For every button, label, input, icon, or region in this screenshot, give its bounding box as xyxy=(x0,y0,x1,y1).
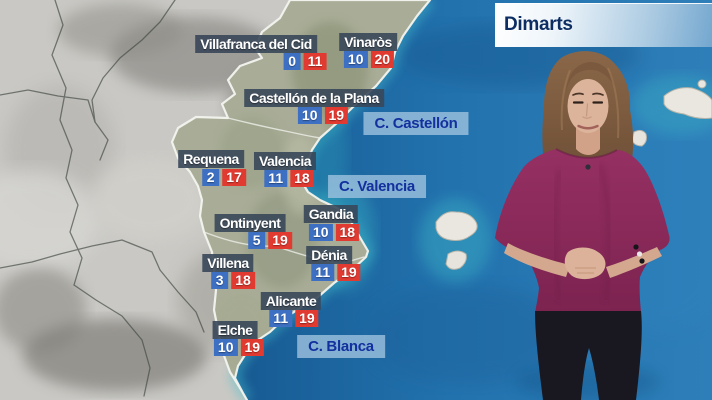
temp-min-badge: 3 xyxy=(211,272,229,289)
day-banner: Dimarts xyxy=(495,3,712,47)
city-temps-ontinyent: 5 19 xyxy=(248,232,292,249)
city-label-requena: Requena xyxy=(178,150,244,168)
temp-max-badge: 19 xyxy=(337,264,361,281)
temp-min-badge: 2 xyxy=(202,169,220,186)
city-label-denia: Dénia xyxy=(306,246,352,264)
city-temps-villena: 3 18 xyxy=(211,272,255,289)
city-label-gandia: Gandia xyxy=(303,205,359,223)
region-label-castellon: C. Castellón xyxy=(363,112,469,135)
temp-min-badge: 10 xyxy=(213,339,238,356)
islet xyxy=(631,129,647,147)
temp-max-badge: 18 xyxy=(231,272,255,289)
city-temps-denia: 11 19 xyxy=(311,264,361,281)
islands xyxy=(435,79,712,270)
temp-min-badge: 0 xyxy=(283,53,301,70)
city-temps-villafranca: 0 11 xyxy=(283,53,327,70)
city-temps-gandia: 10 18 xyxy=(308,224,360,241)
mallorca-island xyxy=(663,87,712,119)
temp-min-badge: 10 xyxy=(297,107,322,124)
city-label-villafranca: Villafranca del Cid xyxy=(195,35,317,53)
temp-min-badge: 11 xyxy=(264,170,288,187)
temp-max-badge: 19 xyxy=(324,107,349,124)
presenter-bracelet xyxy=(633,244,645,264)
ibiza-island xyxy=(435,211,478,241)
presenter-pendant xyxy=(585,164,591,170)
temp-max-badge: 18 xyxy=(290,170,314,187)
city-label-alicante: Alicante xyxy=(260,292,322,310)
presenter-face xyxy=(567,79,609,133)
region-label-valencia: C. Valencia xyxy=(328,175,426,198)
city-temps-valencia: 11 18 xyxy=(264,170,314,187)
city-temps-alicante: 11 19 xyxy=(269,310,319,327)
city-label-valencia: Valencia xyxy=(253,152,317,170)
temp-max-badge: 19 xyxy=(268,232,292,249)
temp-min-badge: 5 xyxy=(248,232,266,249)
city-label-elche: Elche xyxy=(212,321,258,339)
temp-min-badge: 10 xyxy=(308,224,333,241)
temp-max-badge: 19 xyxy=(240,339,265,356)
city-label-vinaros: Vinaròs xyxy=(339,33,397,51)
presenter xyxy=(495,51,670,400)
presenter-trousers xyxy=(535,311,642,400)
temp-min-badge: 11 xyxy=(269,310,293,327)
city-label-castellon: Castellón de la Plana xyxy=(244,89,384,107)
temp-min-badge: 10 xyxy=(343,51,368,68)
temp-max-badge: 19 xyxy=(295,310,319,327)
city-label-villena: Villena xyxy=(202,254,254,272)
temp-max-badge: 17 xyxy=(222,169,246,186)
temp-max-badge: 11 xyxy=(303,53,327,70)
city-temps-elche: 10 19 xyxy=(213,339,265,356)
region-label-blanca: C. Blanca xyxy=(297,335,385,358)
day-banner-label: Dimarts xyxy=(504,14,573,35)
city-temps-vinaros: 10 20 xyxy=(343,51,395,68)
temp-max-badge: 18 xyxy=(335,224,360,241)
city-label-ontinyent: Ontinyent xyxy=(214,214,286,232)
temp-max-badge: 20 xyxy=(370,51,395,68)
province-borders xyxy=(0,0,205,397)
city-temps-castellon: 10 19 xyxy=(297,107,349,124)
formentera-island xyxy=(445,250,467,270)
presenter-neck xyxy=(576,128,600,155)
presenter-hands xyxy=(564,247,606,280)
temp-min-badge: 11 xyxy=(311,264,335,281)
city-temps-requena: 2 17 xyxy=(202,169,246,186)
